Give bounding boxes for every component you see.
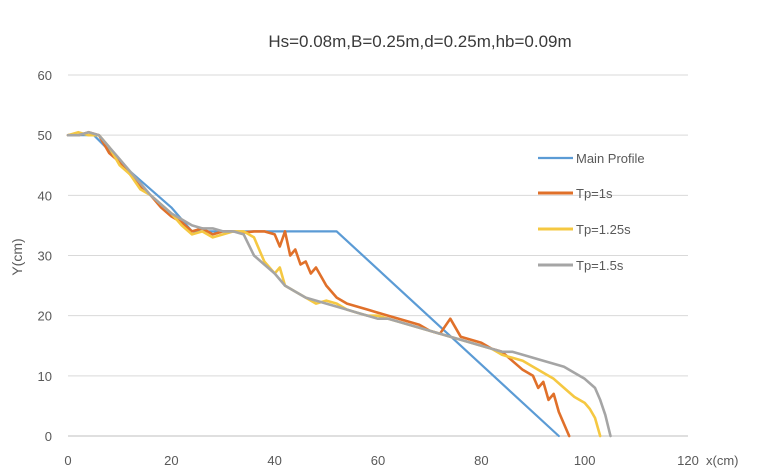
y-tick-label: 10	[38, 369, 52, 384]
legend: Main Profile Tp=1s Tp=1.25s Tp=1.5s	[538, 151, 645, 273]
series-line-1	[66, 130, 571, 438]
x-tick-label: 0	[64, 453, 71, 468]
y-tick-label: 40	[38, 188, 52, 203]
gridlines	[68, 74, 688, 437]
y-tick-label: 60	[38, 68, 52, 83]
x-tick-label: 80	[474, 453, 488, 468]
legend-label: Tp=1s	[576, 186, 613, 201]
x-tick-label: 20	[164, 453, 178, 468]
y-tick-label: 20	[38, 309, 52, 324]
x-tick-label: 120	[677, 453, 699, 468]
y-tick-labels: 0 10 20 30 40 50 60	[38, 68, 52, 444]
series-line-3	[66, 130, 612, 438]
legend-label: Tp=1.25s	[576, 222, 631, 237]
y-tick-label: 50	[38, 128, 52, 143]
x-axis-label: x(cm)	[706, 453, 739, 468]
x-tick-label: 100	[574, 453, 596, 468]
x-tick-label: 60	[371, 453, 385, 468]
y-tick-label: 30	[38, 249, 52, 264]
x-tick-labels: 0 20 40 60 80 100 120	[64, 453, 698, 468]
series-line-0	[66, 134, 560, 438]
x-tick-label: 40	[267, 453, 281, 468]
chart-title: Hs=0.08m,B=0.25m,d=0.25m,hb=0.09m	[268, 32, 571, 51]
series-line-2	[66, 130, 602, 438]
legend-label: Main Profile	[576, 151, 645, 166]
legend-label: Tp=1.5s	[576, 258, 624, 273]
y-tick-label: 0	[45, 429, 52, 444]
y-axis-label: Y(cm)	[9, 238, 25, 275]
series-lines	[66, 130, 612, 438]
